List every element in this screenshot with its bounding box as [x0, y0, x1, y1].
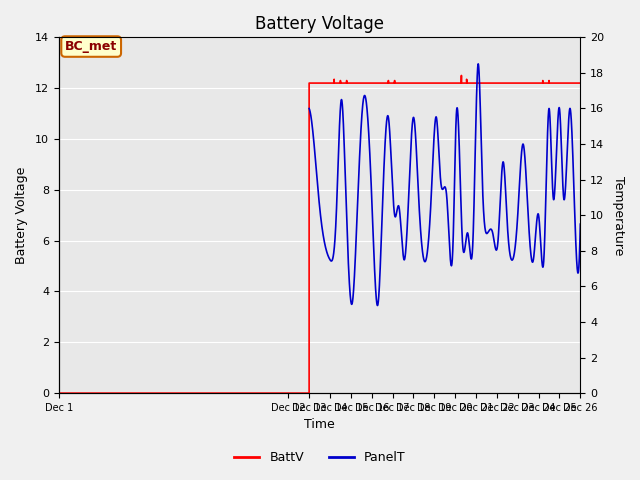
X-axis label: Time: Time: [304, 419, 335, 432]
Text: BC_met: BC_met: [65, 40, 117, 53]
Y-axis label: Battery Voltage: Battery Voltage: [15, 167, 28, 264]
Y-axis label: Temperature: Temperature: [612, 176, 625, 255]
Legend: BattV, PanelT: BattV, PanelT: [229, 446, 411, 469]
Title: Battery Voltage: Battery Voltage: [255, 15, 384, 33]
